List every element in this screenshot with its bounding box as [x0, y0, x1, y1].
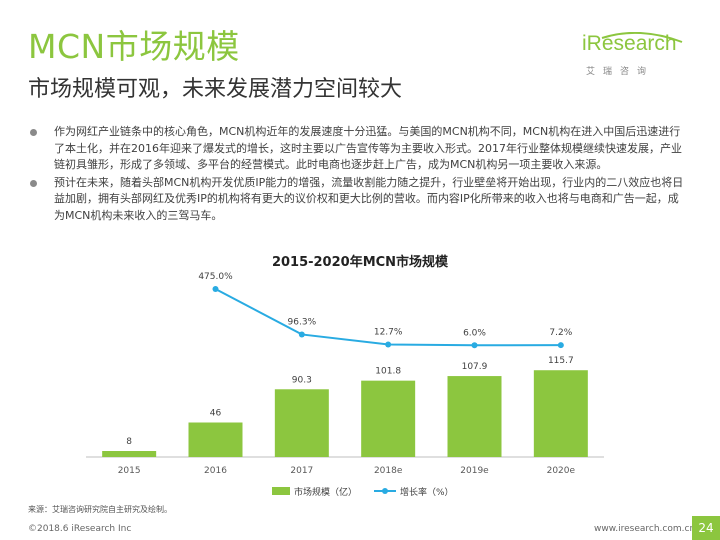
bar	[533, 370, 588, 457]
x-tick-label: 2019e	[460, 466, 489, 476]
growth-value-label: 475.0%	[198, 272, 233, 282]
growth-value-label: 96.3%	[288, 317, 317, 327]
source-note: 来源：艾瑞咨询研究院自主研究及绘制。	[28, 505, 172, 514]
bar-value-label: 8	[126, 437, 132, 447]
bar-value-label: 46	[210, 409, 222, 419]
bar-value-label: 107.9	[462, 362, 488, 372]
page-subtitle: 市场规模可观，未来发展潜力空间较大	[28, 77, 403, 102]
logo-swoosh-icon	[601, 32, 683, 43]
copyright: ©2018.6 iResearch Inc	[28, 524, 132, 534]
bullet-dot-icon	[30, 129, 37, 136]
chart-title: 2015-2020年MCN市场规模	[271, 255, 449, 270]
growth-point	[385, 341, 392, 348]
bullet-item: 预计在未来，随着头部MCN机构开发优质IP能力的增强，流量收割能力随之提升，行业…	[28, 175, 688, 225]
website: www.iresearch.com.cn	[594, 524, 696, 534]
page-number: 24	[692, 516, 720, 540]
bar-value-label: 90.3	[292, 375, 312, 385]
logo-brand: iResearch	[582, 32, 677, 55]
x-tick-label: 2017	[290, 466, 313, 476]
growth-value-label: 6.0%	[463, 328, 486, 338]
bullet-text: 预计在未来，随着头部MCN机构开发优质IP能力的增强，流量收割能力随之提升，行业…	[54, 175, 684, 222]
bar	[274, 389, 329, 457]
x-tick-label: 2016	[204, 466, 227, 476]
bullet-text: 作为网红产业链条中的核心角色，MCN机构近年的发展速度十分迅猛。与美国的MCN机…	[54, 125, 682, 171]
bullet-dot-icon	[30, 179, 37, 187]
bar	[102, 451, 157, 457]
growth-value-label: 7.2%	[549, 328, 572, 338]
legend-line-marker	[382, 488, 388, 494]
bar-value-label: 115.7	[548, 356, 574, 366]
legend-line-label: 增长率（%）	[400, 486, 454, 498]
bullet-item: 作为网红产业链条中的核心角色，MCN机构近年的发展速度十分迅猛。与美国的MCN机…	[28, 124, 688, 174]
growth-value-label: 12.7%	[374, 327, 403, 337]
x-tick-label: 2015	[118, 466, 141, 476]
bar-value-label: 101.8	[375, 367, 401, 377]
logo-cn: 艾瑞咨询	[586, 67, 655, 77]
page-title: MCN市场规模	[28, 27, 240, 66]
x-tick-label: 2018e	[374, 466, 403, 476]
bar	[188, 422, 243, 457]
growth-point	[298, 331, 305, 338]
iresearch-logo: iResearch 艾瑞咨询	[582, 30, 692, 80]
bar	[447, 376, 502, 457]
legend-bar-label: 市场规模（亿）	[294, 486, 357, 498]
legend-bar-swatch	[272, 487, 290, 495]
growth-point	[212, 286, 219, 292]
bullet-list: 作为网红产业链条中的核心角色，MCN机构近年的发展速度十分迅猛。与美国的MCN机…	[28, 124, 688, 225]
growth-point	[471, 342, 478, 349]
bar	[361, 380, 416, 457]
x-tick-label: 2020e	[547, 466, 576, 476]
growth-point	[557, 342, 564, 349]
